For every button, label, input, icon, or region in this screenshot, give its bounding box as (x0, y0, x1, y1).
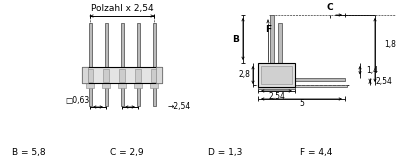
Text: 1,8: 1,8 (384, 39, 396, 49)
Bar (104, 83, 108, 106)
Bar (82, 67, 88, 83)
Text: B = 5,8: B = 5,8 (12, 148, 46, 157)
Bar (88, 83, 92, 106)
Text: C = 2,9: C = 2,9 (110, 148, 144, 157)
Bar (258, 85, 347, 87)
Text: 2,54: 2,54 (376, 77, 392, 86)
Bar (87, 68, 93, 82)
Bar (295, 77, 345, 81)
Text: B: B (232, 35, 240, 44)
Bar (278, 23, 282, 63)
Bar (120, 83, 124, 106)
Bar (270, 15, 274, 63)
Bar (150, 83, 158, 88)
Bar (118, 83, 126, 88)
Text: 2,8: 2,8 (238, 71, 250, 80)
Bar (261, 66, 292, 84)
Text: →2,54: →2,54 (168, 103, 191, 111)
Bar (258, 85, 295, 89)
Bar (134, 83, 142, 88)
Text: □0,63: □0,63 (65, 96, 89, 105)
Text: 2,54: 2,54 (268, 92, 285, 102)
Bar (258, 63, 295, 87)
Text: 5: 5 (299, 99, 304, 109)
Bar (152, 23, 156, 67)
Bar (119, 68, 125, 82)
Bar (136, 83, 140, 106)
Bar (82, 67, 162, 83)
Text: F = 4,4: F = 4,4 (300, 148, 332, 157)
Text: Polzahl x 2,54: Polzahl x 2,54 (91, 3, 153, 13)
Bar (102, 83, 110, 88)
Bar (135, 68, 141, 82)
Text: C: C (327, 3, 333, 13)
Bar (88, 23, 92, 67)
Text: 1,4: 1,4 (366, 66, 378, 75)
Bar (152, 83, 156, 106)
Bar (103, 68, 109, 82)
Bar (120, 23, 124, 67)
Text: F: F (265, 25, 271, 35)
Bar (104, 23, 108, 67)
Bar (86, 83, 94, 88)
Text: D = 1,3: D = 1,3 (208, 148, 242, 157)
Bar (136, 23, 140, 67)
Bar (156, 67, 162, 83)
Bar (151, 68, 157, 82)
